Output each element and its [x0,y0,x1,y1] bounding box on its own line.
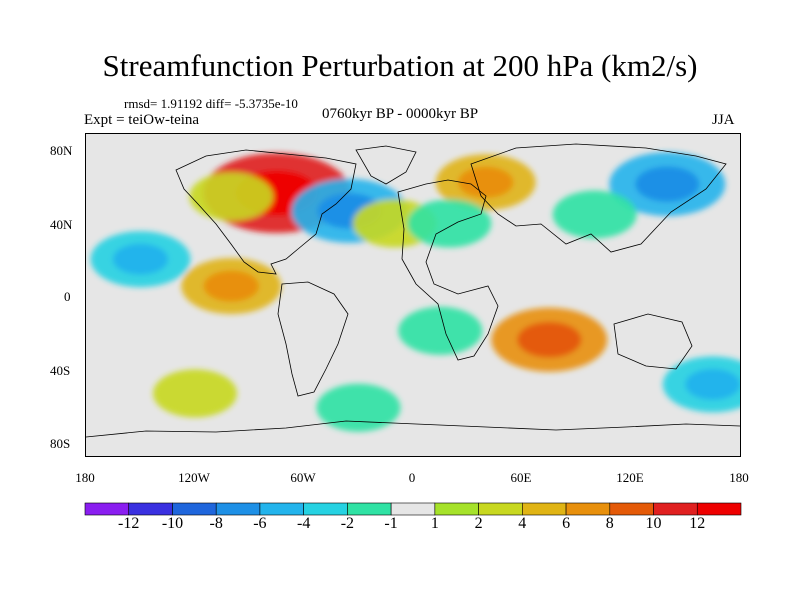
greenland-coast [355,145,417,185]
anomaly-core [203,270,259,302]
coastlines [86,143,740,438]
colorbar-swatch [347,502,392,516]
colorbar-label: -8 [209,515,223,532]
stats-label: rmsd= 1.91192 diff= -5.3735e-10 [124,96,298,111]
anomaly-region [153,369,237,418]
colorbar-swatch [259,502,304,516]
lon-tick-0: 0 [408,470,416,485]
lon-tick-120e: 120E [616,470,644,485]
colorbar-swatch [434,502,479,516]
experiment-label: Expt = teiOw-teina [84,112,200,128]
colorbar-swatch [215,502,261,516]
field-layer [90,152,740,432]
colorbar-swatch [390,502,436,516]
colorbar-swatch [565,502,611,516]
colorbar-label: 2 [474,515,483,532]
anomaly-core [517,322,582,358]
colorbar-swatch [653,502,698,516]
lat-tick-0: 0 [64,289,71,304]
anomaly-region [552,190,637,239]
anomaly-region [407,199,492,248]
anomaly-core [458,166,514,198]
colorbar-label: -4 [297,515,311,532]
colorbar-label: -6 [253,515,267,532]
map-svg [86,134,740,456]
anomaly-region [316,383,401,432]
anomaly-core [685,369,740,400]
colorbar-label: -12 [118,515,140,532]
colorbar-label: -1 [384,515,398,532]
colorbar-swatch [303,502,348,516]
lat-tick-40s: 40S [50,363,71,378]
colorbar-label: 1 [430,515,439,532]
colorbar-swatch [522,502,567,516]
lon-tick-60w: 60W [290,470,316,485]
anomaly-region [398,306,483,355]
chart-title: Streamfunction Perturbation at 200 hPa (… [102,48,698,83]
colorbar-swatch [128,502,173,516]
period-label: 0760kyr BP - 0000kyr BP [322,106,479,122]
lat-tick-40n: 40N [50,217,73,232]
lon-tick-180w: 180 [75,470,95,485]
australia-coast [613,313,693,370]
season-label: JJA [712,112,735,128]
colorbar-swatch [84,502,130,516]
asia-coast [470,143,727,253]
anomaly-core [635,166,700,202]
colorbar-label: 6 [562,515,571,532]
colorbar-label: -10 [161,515,184,532]
lon-tick-120w: 120W [178,470,210,485]
north-america-coast [175,149,357,275]
lon-tick-60e: 60E [510,470,532,485]
colorbar-swatch [696,502,742,516]
colorbar-label: 4 [518,515,527,532]
lat-tick-80n: 80N [50,143,73,158]
europe-africa-coast [397,179,499,361]
colorbar-swatch [478,502,523,516]
lat-tick-80s: 80S [50,436,71,451]
colorbar-swatch [609,502,654,516]
colorbar-label: 10 [645,515,662,532]
map-panel [85,133,741,457]
lon-tick-180e: 180 [729,470,749,485]
antarctica-coast [86,420,740,438]
colorbar-label: -2 [340,515,355,532]
anomaly-region [189,172,274,221]
colorbar-label: 8 [605,515,614,532]
colorbar [84,502,742,516]
colorbar-label: 12 [689,515,706,532]
anomaly-core [113,243,168,275]
colorbar-swatch [172,502,217,516]
south-america-coast [277,281,349,397]
